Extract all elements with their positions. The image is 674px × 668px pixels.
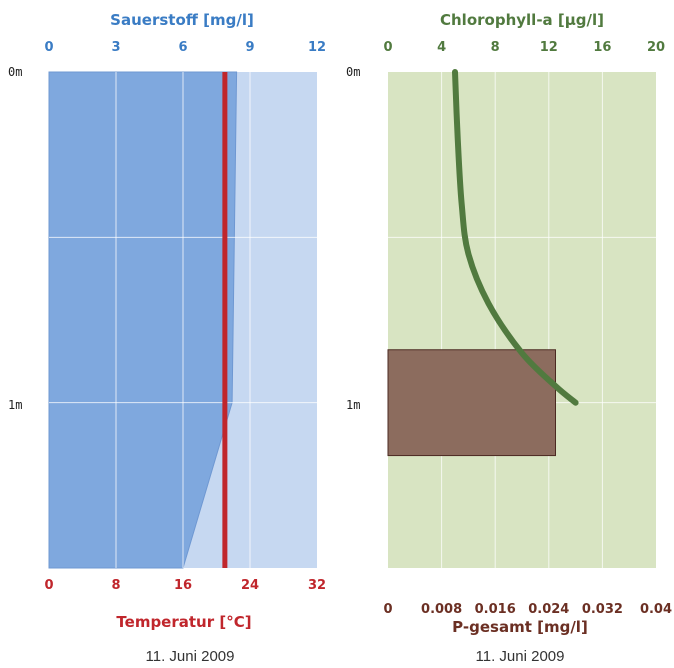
chlorophyll-plot-background — [388, 72, 656, 568]
temperature-tick-label: 24 — [241, 578, 259, 593]
right-panel: Chlorophyll-a [µg/l] 0 4 8 12 16 20 0 0.008 0.0… — [346, 11, 672, 665]
chlorophyll-line — [452, 69, 579, 406]
left-gridlines — [49, 72, 317, 568]
left-date-caption: 11. Juni 2009 — [146, 648, 235, 665]
temperature-tick-label: 16 — [174, 578, 192, 593]
phosphorus-tick-label: 0.032 — [582, 602, 623, 617]
depth-label-0m-left: 0m — [8, 65, 22, 79]
chlorophyll-tick-label: 0 — [383, 40, 392, 55]
temperature-tick-label: 8 — [111, 578, 120, 593]
right-date-caption: 11. Juni 2009 — [476, 648, 565, 665]
phosphorus-tick-label: 0.016 — [475, 602, 516, 617]
depth-label-0m-right: 0m — [346, 65, 360, 79]
oxygen-tick-label: 6 — [178, 40, 187, 55]
oxygen-tick-label: 9 — [245, 40, 254, 55]
depth-label-1m-right: 1m — [346, 398, 360, 412]
chlorophyll-tick-labels: 0 4 8 12 16 20 — [383, 40, 665, 55]
phosphorus-tick-label: 0 — [383, 602, 392, 617]
phosphorus-tick-label: 0.008 — [421, 602, 462, 617]
temperature-tick-labels: 0 8 16 24 32 — [44, 578, 326, 593]
oxygen-area — [48, 71, 238, 569]
chlorophyll-tick-label: 8 — [491, 40, 500, 55]
phosphorus-tick-label: 0.024 — [528, 602, 569, 617]
chlorophyll-axis-title: Chlorophyll-a [µg/l] — [440, 11, 604, 29]
temperature-tick-label: 0 — [44, 578, 53, 593]
oxygen-tick-labels: 0 3 6 9 12 — [44, 40, 326, 55]
phosphorus-tick-labels: 0 0.008 0.016 0.024 0.032 0.04 — [383, 602, 672, 617]
temperature-axis-title: Temperatur [°C] — [116, 613, 251, 631]
chlorophyll-tick-label: 4 — [437, 40, 446, 55]
phosphorus-tick-label: 0.04 — [640, 602, 672, 617]
depth-label-1m-left: 1m — [8, 398, 22, 412]
phosphorus-bar — [387, 349, 556, 457]
chlorophyll-tick-label: 12 — [540, 40, 558, 55]
chlorophyll-tick-label: 16 — [593, 40, 611, 55]
oxygen-tick-label: 0 — [44, 40, 53, 55]
left-panel: Sauerstoff [mg/l] 0 3 6 9 12 0 8 16 24 32 Temper… — [8, 11, 326, 665]
phosphorus-axis-title: P-gesamt [mg/l] — [452, 618, 588, 636]
oxygen-axis-title: Sauerstoff [mg/l] — [110, 11, 254, 29]
oxygen-tick-label: 3 — [111, 40, 120, 55]
chlorophyll-tick-label: 20 — [647, 40, 665, 55]
temperature-tick-label: 32 — [308, 578, 326, 593]
oxygen-tick-label: 12 — [308, 40, 326, 55]
